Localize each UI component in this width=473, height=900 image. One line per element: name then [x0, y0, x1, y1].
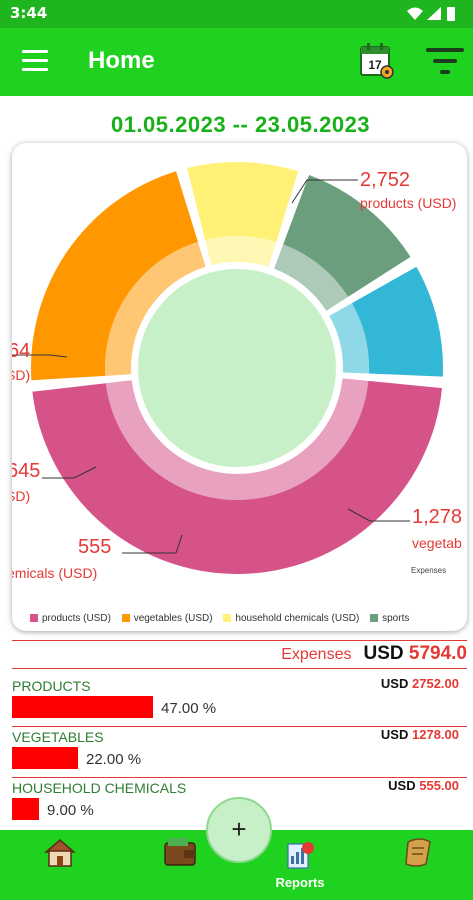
category-name: PRODUCTS	[12, 678, 91, 694]
donut-slice-household-chemicals[interactable]	[187, 162, 299, 242]
date-range[interactable]: 01.05.2023 -- 23.05.2023	[110, 112, 371, 137]
category-percent: 22.00 %	[86, 751, 142, 768]
filter-icon[interactable]	[426, 46, 464, 81]
vegetables-name-label: vegetab	[412, 535, 462, 551]
legend-item-vegetables: vegetables (USD)	[121, 613, 213, 624]
nav-wallet[interactable]	[150, 830, 210, 900]
category-share-bar	[12, 798, 39, 820]
chart-card: 2,752 products (USD) 1,278 vegetab 555 e…	[12, 143, 467, 631]
status-icons	[405, 5, 465, 28]
app-bar: Home 17	[0, 28, 473, 96]
divider	[12, 640, 467, 641]
expenses-total: Expenses USD 5794.0	[281, 643, 467, 665]
status-time: 3:44	[10, 4, 48, 22]
scroll-icon	[405, 838, 431, 867]
add-button[interactable]: +	[206, 797, 272, 863]
donut-slice-other[interactable]	[351, 266, 443, 377]
legend-item-products: products (USD)	[30, 613, 111, 624]
category-name: HOUSEHOLD CHEMICALS	[12, 780, 187, 796]
category-amount: USD 555.00	[388, 778, 459, 793]
category-percent: 47.00 %	[161, 700, 217, 717]
other-value-label: 64	[12, 340, 30, 362]
nav-more[interactable]	[390, 830, 450, 900]
calendar-icon[interactable]: 17	[359, 42, 395, 85]
donut-inner-ring-other	[329, 303, 370, 374]
sports-value-label: 645	[12, 460, 40, 482]
vegetables-value-label: 1,278	[412, 506, 462, 528]
donut-slice-sports[interactable]	[283, 175, 411, 297]
sports-name-label: SD)	[12, 488, 30, 504]
status-bar: 3:44	[0, 0, 473, 28]
nav-reports[interactable]: Reports	[270, 830, 330, 900]
other-name-label: SD)	[12, 367, 30, 383]
donut-inner-ring-vegetables	[105, 241, 206, 376]
wallet-icon	[164, 838, 196, 866]
products-name-label: products (USD)	[360, 195, 456, 211]
menu-icon[interactable]	[22, 50, 48, 72]
home-icon	[43, 839, 77, 867]
category-share-bar	[12, 747, 78, 769]
legend-item-household: household chemicals (USD)	[223, 613, 359, 624]
donut-slice-products[interactable]	[32, 380, 443, 575]
donut-inner-ring-sports	[274, 244, 349, 311]
nav-home[interactable]	[30, 830, 90, 900]
category-amount: USD 1278.00	[380, 727, 459, 742]
chart-description: Expenses	[411, 566, 446, 575]
nav-reports-label: Reports	[275, 875, 325, 890]
chart-legend: products (USD) vegetables (USD) househol…	[30, 613, 417, 624]
legend-item-sports: sports	[370, 613, 409, 624]
total-amount: 5794.0	[408, 643, 467, 664]
products-value-label: 2,752	[360, 169, 410, 191]
donut-slice-vegetables[interactable]	[31, 171, 198, 381]
category-name: VEGETABLES	[12, 729, 104, 745]
total-currency: USD	[363, 643, 404, 664]
signal-icon	[427, 7, 441, 20]
category-amount: USD 2752.00	[380, 676, 459, 691]
wifi-icon	[407, 7, 423, 20]
calendar-day: 17	[368, 58, 382, 72]
category-share-bar	[12, 696, 153, 718]
donut-inner-ring-household-chemicals	[205, 236, 277, 267]
page-title: Home	[88, 47, 155, 74]
expenses-label: Expenses	[281, 646, 352, 663]
category-percent: 9.00 %	[47, 802, 94, 819]
donut-chart[interactable]: 2,752 products (USD) 1,278 vegetab 555 e…	[12, 143, 467, 631]
household-value-label: 555	[78, 536, 111, 558]
battery-icon	[447, 7, 455, 21]
donut-inner-ring-products	[105, 378, 369, 501]
donut-center	[138, 269, 336, 467]
divider	[12, 668, 467, 669]
reports-icon	[287, 842, 314, 869]
household-name-label: emicals (USD)	[12, 565, 97, 581]
